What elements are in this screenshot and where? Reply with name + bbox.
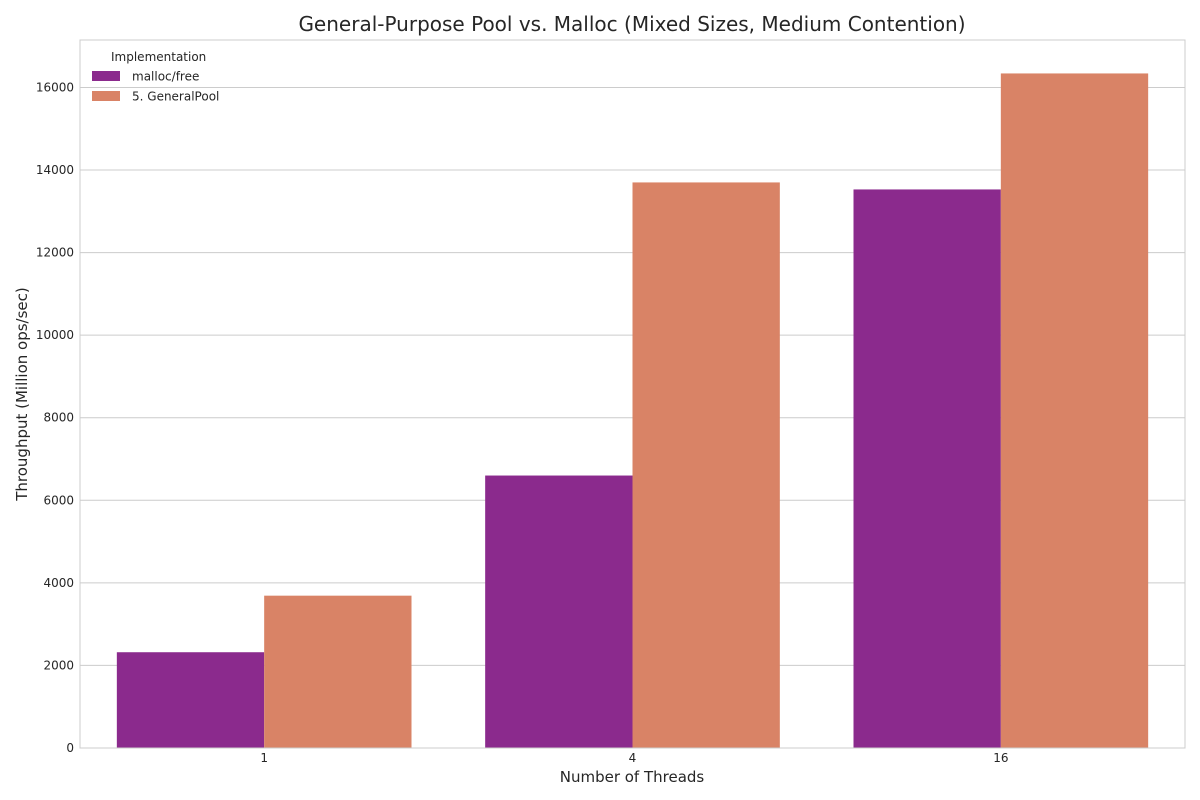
bar-5-generalpool-1 [264,595,412,748]
legend: Implementation malloc/free 5. GeneralPool [92,50,219,104]
x-axis-ticks: 1 4 16 [260,751,1008,765]
bar-5-generalpool-16 [1000,73,1149,748]
y-tick-label: 6000 [43,493,74,507]
legend-label: 5. GeneralPool [132,90,219,104]
y-axis-ticks: 0 2000 4000 6000 8000 10000 12000 14000 16000 [36,80,74,755]
legend-swatch [92,91,120,101]
bars [116,73,1149,748]
legend-swatch [92,71,120,81]
x-tick-label: 16 [993,751,1008,765]
bar-malloc-free-1 [116,652,265,748]
x-axis-label: Number of Threads [560,768,705,786]
y-tick-label: 0 [66,741,74,755]
y-tick-label: 10000 [36,328,74,342]
x-tick-label: 4 [629,751,637,765]
y-tick-label: 14000 [36,163,74,177]
x-tick-label: 1 [260,751,268,765]
y-tick-label: 16000 [36,80,74,94]
bar-malloc-free-4 [485,475,633,748]
y-tick-label: 8000 [43,411,74,425]
plot-frame [79,39,1186,749]
y-tick-label: 2000 [43,658,74,672]
y-tick-label: 4000 [43,576,74,590]
y-tick-label: 12000 [36,246,74,260]
legend-label: malloc/free [132,70,199,84]
y-axis-label: Throughput (Million ops/sec) [13,287,31,502]
legend-title: Implementation [111,50,206,64]
bar-5-generalpool-4 [632,182,780,748]
chart-title: General-Purpose Pool vs. Malloc (Mixed S… [298,12,965,36]
bar-malloc-free-16 [853,189,1001,748]
